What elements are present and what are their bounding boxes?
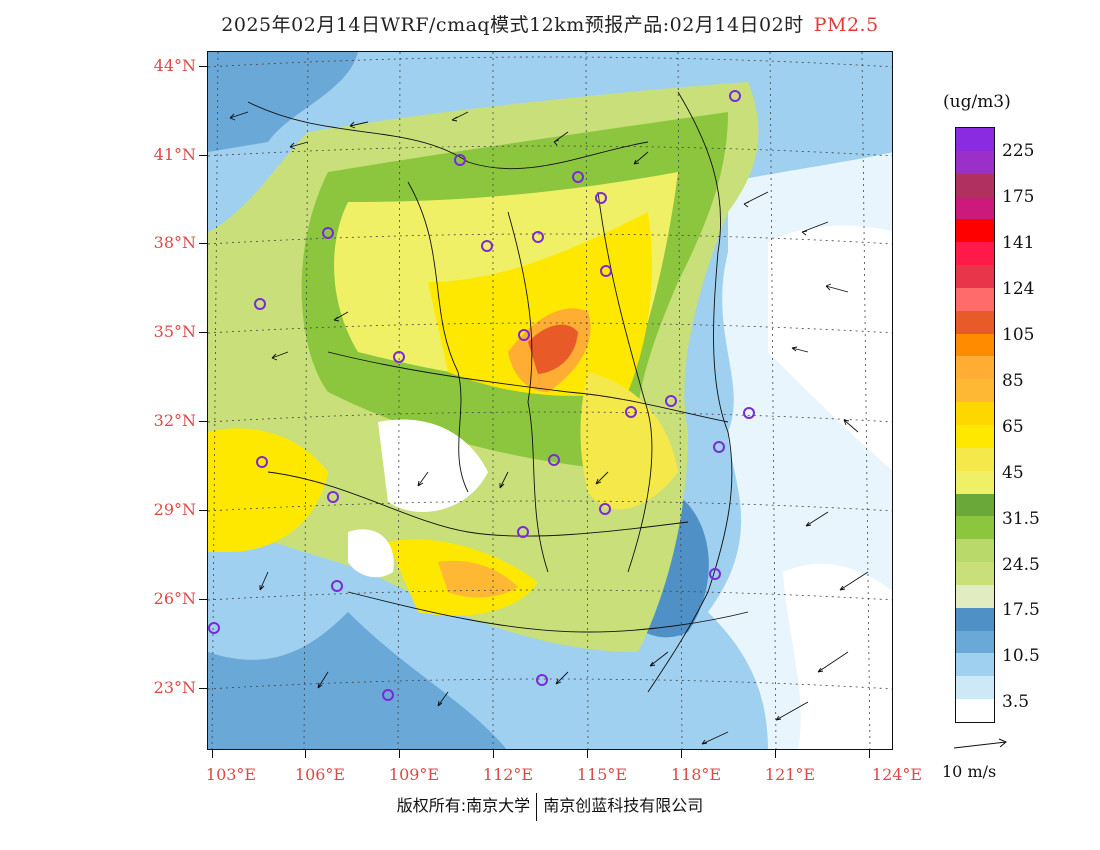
colorbar-segment [956,333,994,357]
lat-tick [199,688,207,689]
colorbar-label: 10.5 [1002,646,1040,666]
lon-label-106: 106°E [294,765,346,784]
lat-tick [199,599,207,600]
colorbar-label: 31.5 [1002,509,1040,529]
lat-label-29: 29°N [153,500,196,519]
lat-label-26: 26°N [153,589,196,608]
colorbar-segment [956,402,994,426]
colorbar-label: 225 [1002,141,1035,161]
copyright-company: 南京创蓝科技有限公司 [543,796,704,815]
colorbar-label: 105 [1002,325,1035,345]
colorbar-segment [956,562,994,586]
copyright-owner: 版权所有:南京大学 [396,796,531,815]
lon-label-112: 112°E [482,765,534,784]
colorbar-segment [956,516,994,540]
colorbar-label: 24.5 [1002,555,1040,575]
lon-tick [775,750,776,758]
lat-label-35: 35°N [153,322,196,341]
lon-label-124: 124°E [871,765,923,784]
lat-tick [199,66,207,67]
colorbar-label: 175 [1002,187,1035,207]
colorbar-segment [956,653,994,677]
lon-tick [681,750,682,758]
map-title: 2025年02月14日WRF/cmaq模式12km预报产品:02月14日02时 P… [0,10,1100,37]
lat-tick [199,421,207,422]
copyright-footer: 版权所有:南京大学 南京创蓝科技有限公司 [0,792,1100,821]
pm25-field [208,52,892,749]
colorbar-segment [956,676,994,700]
colorbar-label: 3.5 [1002,692,1030,712]
wind-reference-label: 10 m/s [942,762,997,781]
lat-label-38: 38°N [153,233,196,252]
lon-label-121: 121°E [764,765,816,784]
colorbar-unit: (ug/m3) [943,92,1011,112]
colorbar-segment [956,150,994,175]
pollutant-label: PM2.5 [813,14,879,36]
colorbar-segment [956,630,994,654]
lon-tick [212,750,213,758]
colorbar-segment [956,607,994,632]
colorbar-label: 17.5 [1002,600,1040,620]
lon-tick [869,750,870,758]
lon-tick [399,750,400,758]
lat-tick [199,155,207,156]
lat-label-32: 32°N [153,411,196,430]
title-text: 2025年02月14日WRF/cmaq模式12km预报产品:02月14日02时 [221,14,804,36]
colorbar-label: 141 [1002,233,1035,253]
lon-tick [305,750,306,758]
colorbar-segment [956,196,994,220]
colorbar-segment [956,173,994,198]
lon-tick [587,750,588,758]
colorbar-segment [956,493,994,517]
colorbar-segment [956,539,994,563]
colorbar-segment [956,310,994,335]
lon-label-109: 109°E [388,765,440,784]
lon-label-115: 115°E [576,765,628,784]
colorbar-segment [956,699,994,723]
lon-label-118: 118°E [670,765,722,784]
colorbar-segment [956,265,994,289]
lon-tick [493,750,494,758]
wind-reference-arrow [953,738,1007,749]
lat-tick [199,510,207,511]
colorbar [955,127,995,723]
footer-divider [536,792,538,821]
colorbar-segment [956,219,994,243]
colorbar-segment [956,447,994,472]
colorbar-label: 45 [1002,463,1024,483]
lat-label-44: 44°N [153,56,196,75]
colorbar-label: 124 [1002,279,1035,299]
colorbar-segment [956,584,994,609]
colorbar-segment [956,242,994,266]
colorbar-label: 65 [1002,417,1024,437]
forecast-map[interactable] [207,51,893,750]
lat-label-41: 41°N [153,145,196,164]
colorbar-segment [956,425,994,449]
colorbar-label: 85 [1002,371,1024,391]
colorbar-segment [956,379,994,403]
lon-label-103: 103°E [205,765,257,784]
colorbar-segment [956,128,994,152]
lat-label-23: 23°N [153,678,196,697]
colorbar-segment [956,470,994,495]
lat-tick [199,332,207,333]
colorbar-segment [956,356,994,380]
colorbar-segment [956,287,994,312]
lat-tick [199,243,207,244]
